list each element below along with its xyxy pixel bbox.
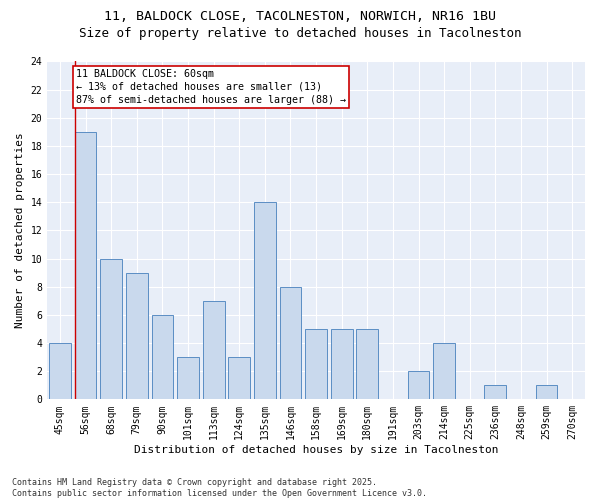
Bar [484,386,506,400]
Y-axis label: Number of detached properties: Number of detached properties [15,132,25,328]
Bar [356,329,378,400]
Text: Contains HM Land Registry data © Crown copyright and database right 2025.
Contai: Contains HM Land Registry data © Crown c… [12,478,427,498]
Bar [229,357,250,400]
Text: 11, BALDOCK CLOSE, TACOLNESTON, NORWICH, NR16 1BU: 11, BALDOCK CLOSE, TACOLNESTON, NORWICH,… [104,10,496,23]
Bar [203,301,224,400]
Bar [152,315,173,400]
Text: Size of property relative to detached houses in Tacolneston: Size of property relative to detached ho… [79,28,521,40]
Bar [407,371,430,400]
Bar [280,286,301,400]
Text: 11 BALDOCK CLOSE: 60sqm
← 13% of detached houses are smaller (13)
87% of semi-de: 11 BALDOCK CLOSE: 60sqm ← 13% of detache… [76,68,346,105]
Bar [100,258,122,400]
X-axis label: Distribution of detached houses by size in Tacolneston: Distribution of detached houses by size … [134,445,499,455]
Bar [126,272,148,400]
Bar [433,343,455,400]
Bar [49,343,71,400]
Bar [331,329,353,400]
Bar [536,386,557,400]
Bar [177,357,199,400]
Bar [254,202,276,400]
Bar [74,132,97,400]
Bar [305,329,327,400]
